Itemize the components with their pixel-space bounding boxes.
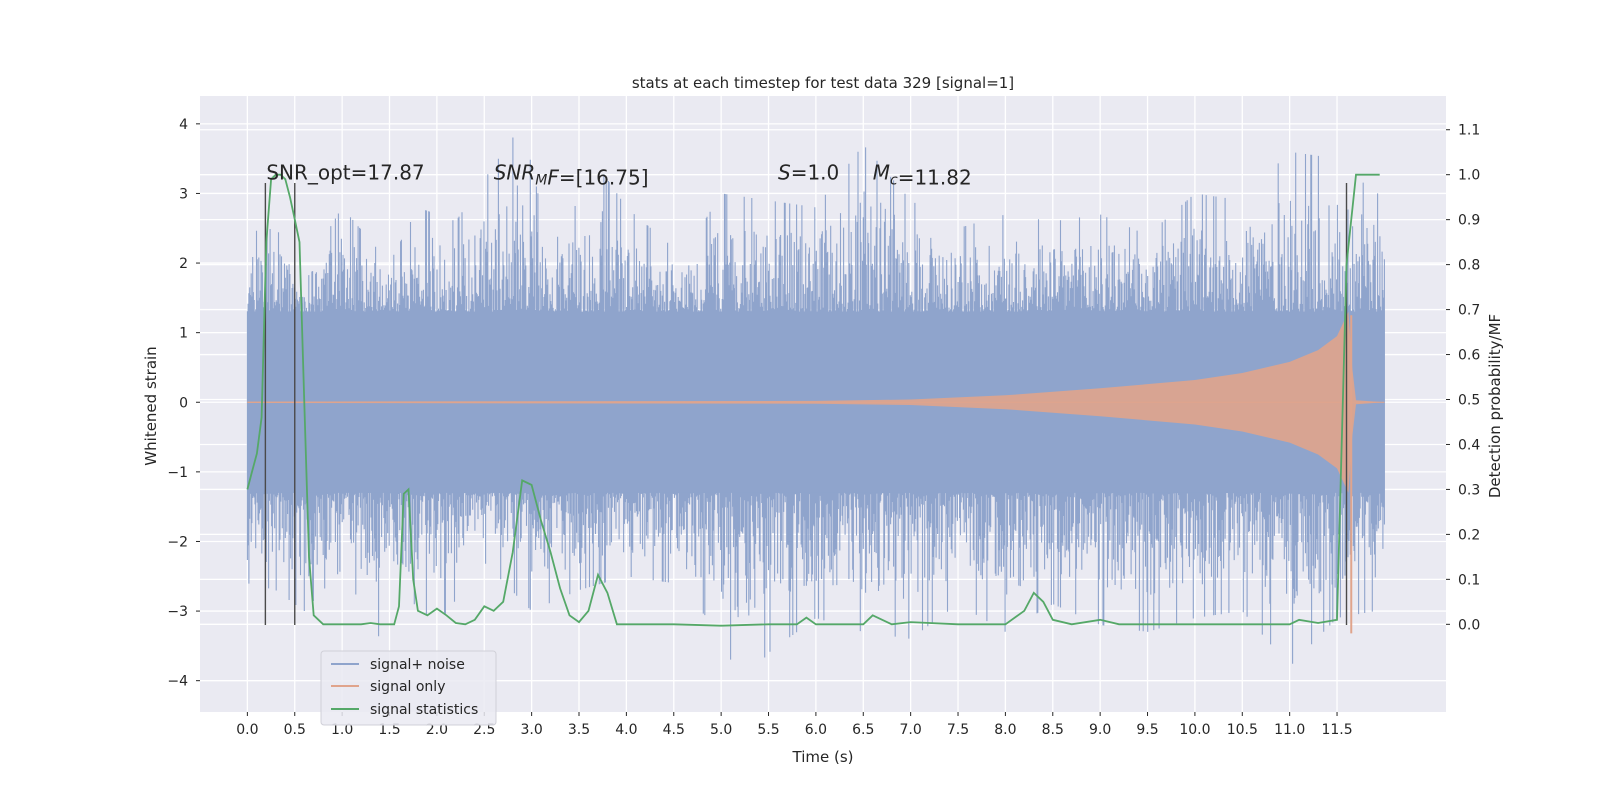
y-right-tick-labels: 0.0 0.1 0.2 0.3 0.4 0.5 0.6 0.7 0.8 0.9 1.0 1.1 — [1446, 123, 1480, 633]
annotation-part: S — [778, 161, 791, 185]
x-tick-label: 4.0 — [615, 722, 637, 738]
legend-label-signal-noise: signal+ noise — [370, 657, 465, 673]
annotation-s-value: S=1.0 — [778, 161, 839, 185]
annotation-part: M — [535, 173, 547, 189]
y-tick-label: −1 — [167, 465, 188, 481]
x-tick-label: 0.5 — [284, 722, 306, 738]
x-tick-label: 10.0 — [1179, 722, 1210, 738]
x-tick-label: 6.0 — [805, 722, 827, 738]
annotation-snr-mf: SNRMF=[16.75] — [494, 161, 649, 190]
x-tick-label: 3.0 — [521, 722, 543, 738]
legend-label-signal-statistics: signal statistics — [370, 702, 478, 718]
x-tick-label: 6.5 — [852, 722, 874, 738]
x-tick-label: 9.0 — [1089, 722, 1111, 738]
annotation-part: =11.82 — [898, 166, 972, 190]
y-right-tick-label: 0.9 — [1458, 213, 1480, 229]
y-right-tick-label: 0.3 — [1458, 482, 1480, 498]
y-tick-labels: −4 −3 −2 −1 0 1 2 3 4 — [167, 117, 200, 690]
y-right-tick-label: 0.6 — [1458, 348, 1480, 364]
x-tick-label: 2.0 — [426, 722, 448, 738]
y-right-tick-label: 0.4 — [1458, 437, 1480, 453]
y-tick-label: −4 — [167, 674, 188, 690]
y-right-tick-label: 1.1 — [1458, 123, 1480, 139]
x-tick-label: 9.5 — [1136, 722, 1158, 738]
annotation-part: SNR — [494, 161, 536, 185]
annotation-part: M — [873, 161, 890, 185]
annotation-mc-value: Mc=11.82 — [873, 161, 972, 190]
y-tick-label: 3 — [179, 186, 188, 202]
x-tick-label: 1.0 — [331, 722, 353, 738]
x-axis-label: Time (s) — [792, 748, 854, 766]
y-right-tick-label: 0.8 — [1458, 258, 1480, 274]
y-right-tick-label: 0.1 — [1458, 572, 1480, 588]
annotation-part: F — [547, 166, 559, 190]
y-right-tick-label: 0.5 — [1458, 393, 1480, 409]
series-signal-statistics — [246, 173, 1380, 627]
annotation-part: c — [890, 173, 898, 189]
y-right-axis-label: Detection probability/MF — [1486, 314, 1504, 498]
y-tick-label: 1 — [179, 326, 188, 342]
x-tick-label: 8.5 — [1042, 722, 1064, 738]
signal-statistics-line — [246, 173, 1380, 627]
annotation-snr-opt: SNR_opt=17.87 — [266, 161, 424, 185]
y-right-tick-label: 0.2 — [1458, 527, 1480, 543]
y-tick-label: 4 — [179, 117, 188, 133]
y-axis-label: Whitened strain — [142, 346, 160, 465]
x-tick-label: 11.0 — [1274, 722, 1305, 738]
legend: signal+ noise signal only signal statist… — [320, 650, 497, 726]
series-signal-only — [247, 311, 1385, 634]
x-tick-label: 0.0 — [236, 722, 258, 738]
y-right-tick-label: 0.0 — [1458, 617, 1480, 633]
x-tick-label: 4.5 — [663, 722, 685, 738]
x-tick-label: 3.5 — [568, 722, 590, 738]
x-tick-label: 7.0 — [900, 722, 922, 738]
x-tick-label: 10.5 — [1227, 722, 1258, 738]
legend-label-signal-only: signal only — [370, 679, 445, 695]
annotation-part: SNR_opt=17.87 — [266, 161, 424, 185]
x-tick-labels: 0.0 0.5 1.0 1.5 2.0 2.5 3.0 3.5 4.0 4.5 5.0 5.5 6.0 6… — [236, 712, 1353, 738]
annotation-part: =1.0 — [791, 161, 840, 185]
chart-title: stats at each timestep for test data 329… — [632, 74, 1014, 92]
x-tick-label: 5.0 — [710, 722, 732, 738]
x-tick-label: 8.0 — [994, 722, 1016, 738]
y-tick-label: −2 — [167, 534, 188, 550]
annotations: SNR_opt=17.87 SNRMF=[16.75] S=1.0 Mc=11.82 — [266, 161, 971, 190]
x-tick-label: 2.5 — [473, 722, 495, 738]
x-tick-label: 1.5 — [378, 722, 400, 738]
y-tick-label: 2 — [179, 256, 188, 272]
y-tick-label: −3 — [167, 604, 188, 620]
x-tick-label: 7.5 — [947, 722, 969, 738]
x-tick-label: 11.5 — [1321, 722, 1352, 738]
legend-box — [320, 650, 497, 726]
y-right-tick-label: 0.7 — [1458, 303, 1480, 319]
annotation-part: =[16.75] — [559, 166, 649, 190]
y-right-tick-label: 1.0 — [1458, 168, 1480, 184]
y-tick-label: 0 — [179, 395, 188, 411]
x-tick-label: 5.5 — [757, 722, 779, 738]
